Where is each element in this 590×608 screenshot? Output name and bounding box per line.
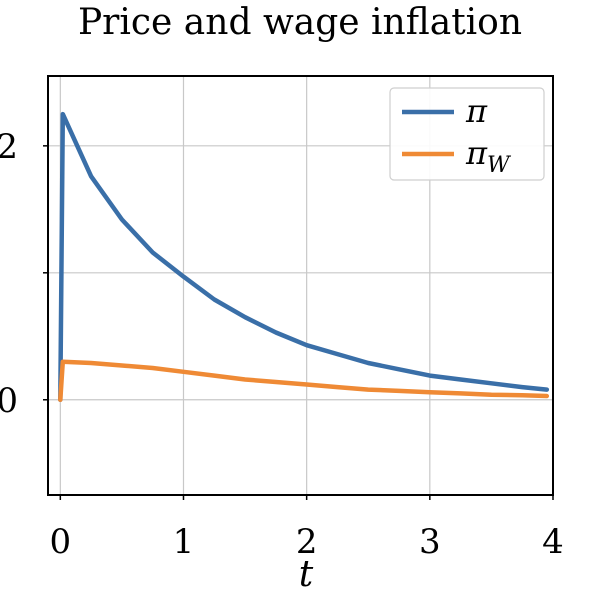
x-tick-label: 1: [173, 522, 195, 562]
x-axis-label: t: [299, 554, 314, 595]
chart-title: Price and wage inflation: [78, 2, 522, 43]
legend-label: πW: [465, 134, 512, 178]
x-tick-label: 4: [542, 522, 564, 562]
plot-frame: [47, 75, 554, 496]
tick-labels: 0 1 2 3 4 0 2: [0, 127, 564, 562]
x-tick-label: 3: [419, 522, 441, 562]
series-line-2: [58, 359, 550, 403]
x-tick-label: 0: [49, 522, 71, 562]
series-line-1: [58, 111, 550, 403]
y-tick-label: 0: [0, 381, 18, 421]
x-tick-label: 2: [296, 522, 318, 562]
legend-label: π: [465, 92, 488, 130]
y-tick-label: 2: [0, 127, 18, 167]
legend: π πW: [389, 87, 545, 181]
series-lines: [58, 111, 550, 403]
